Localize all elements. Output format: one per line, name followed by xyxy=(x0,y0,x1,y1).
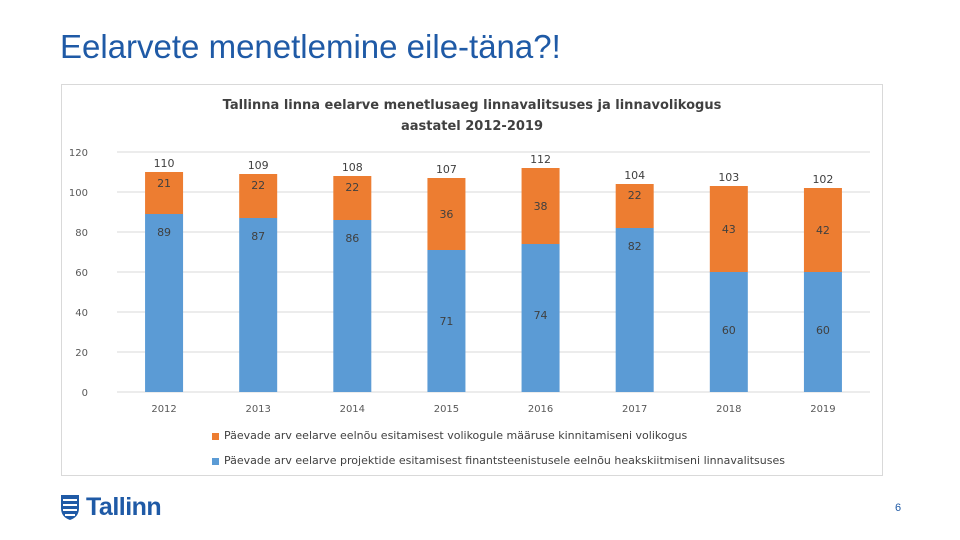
bar-segment-orange xyxy=(239,174,278,218)
bar-segment-blue xyxy=(427,250,466,392)
bar-segment-blue xyxy=(333,220,372,392)
x-tick-label: 2018 xyxy=(716,404,741,415)
x-tick-label: 2012 xyxy=(151,404,176,415)
data-label-blue: 60 xyxy=(816,324,830,337)
chart-frame: Tallinna linna eelarve menetlusaeg linna… xyxy=(61,84,883,476)
bar-segment-blue xyxy=(145,214,184,392)
y-tick-label: 60 xyxy=(75,268,88,279)
bar-segment-blue xyxy=(521,244,560,392)
bar-segment-orange xyxy=(803,188,842,272)
data-label-orange: 22 xyxy=(628,189,642,202)
legend-swatch-orange xyxy=(212,432,219,440)
x-tick-label: 2016 xyxy=(528,404,553,415)
tallinn-crest-icon xyxy=(61,495,79,520)
data-label-blue: 74 xyxy=(534,309,548,322)
legend-item-blue: Päevade arv eelarve projektide esitamise… xyxy=(212,454,785,467)
legend-label-blue: Päevade arv eelarve projektide esitamise… xyxy=(224,454,785,467)
bar-segment-orange xyxy=(521,168,560,244)
y-tick-label: 80 xyxy=(75,228,88,239)
data-label-total: 102 xyxy=(812,173,833,186)
y-tick-label: 120 xyxy=(69,148,88,159)
slide-title: Eelarvete menetlemine eile-täna?! xyxy=(60,28,561,65)
y-tick-label: 40 xyxy=(75,308,88,319)
data-label-orange: 42 xyxy=(816,224,830,237)
x-tick-label: 2019 xyxy=(810,404,835,415)
data-label-blue: 89 xyxy=(157,226,171,239)
bar-segment-orange xyxy=(709,186,748,272)
bar-segment-orange xyxy=(427,178,466,250)
y-tick-label: 20 xyxy=(75,348,88,359)
data-label-blue: 71 xyxy=(439,315,453,328)
logo-text: Tallinn xyxy=(86,492,162,521)
stacked-bar-chart: Tallinna linna eelarve menetlusaeg linna… xyxy=(69,98,870,415)
data-label-total: 104 xyxy=(624,169,645,182)
chart-title-line: Tallinna linna eelarve menetlusaeg linna… xyxy=(223,98,722,113)
bar-segment-blue xyxy=(803,272,842,392)
bar-segment-blue xyxy=(709,272,748,392)
data-label-total: 109 xyxy=(248,159,269,172)
data-label-orange: 22 xyxy=(345,181,359,194)
data-label-blue: 86 xyxy=(345,232,359,245)
bar-segment-blue xyxy=(615,228,654,392)
bar-segment-blue xyxy=(239,218,278,392)
data-label-orange: 38 xyxy=(534,200,548,213)
data-label-total: 110 xyxy=(154,157,175,170)
y-tick-label: 100 xyxy=(69,188,88,199)
legend-item-orange: Päevade arv eelarve eelnõu esitamisest v… xyxy=(212,429,687,442)
bar-segment-orange xyxy=(145,172,184,214)
x-tick-label: 2013 xyxy=(245,404,270,415)
data-label-orange: 21 xyxy=(157,177,171,190)
x-tick-label: 2015 xyxy=(434,404,459,415)
legend-label-orange: Päevade arv eelarve eelnõu esitamisest v… xyxy=(224,429,688,442)
data-label-orange: 43 xyxy=(722,223,736,236)
bar-segment-orange xyxy=(615,184,654,228)
x-tick-label: 2017 xyxy=(622,404,647,415)
chart-title-line: aastatel 2012-2019 xyxy=(401,119,543,134)
tallinn-logo: Tallinn xyxy=(60,492,162,521)
data-label-blue: 60 xyxy=(722,324,736,337)
x-tick-label: 2014 xyxy=(340,404,365,415)
data-label-orange: 36 xyxy=(439,208,453,221)
data-label-blue: 82 xyxy=(628,240,642,253)
data-label-total: 112 xyxy=(530,153,551,166)
bar-segment-orange xyxy=(333,176,372,220)
data-label-total: 103 xyxy=(718,171,739,184)
data-label-total: 108 xyxy=(342,161,363,174)
data-label-blue: 87 xyxy=(251,230,265,243)
data-label-orange: 22 xyxy=(251,179,265,192)
legend-swatch-blue xyxy=(212,457,219,465)
page-number: 6 xyxy=(895,502,902,514)
y-tick-label: 0 xyxy=(82,388,88,399)
data-label-total: 107 xyxy=(436,163,457,176)
